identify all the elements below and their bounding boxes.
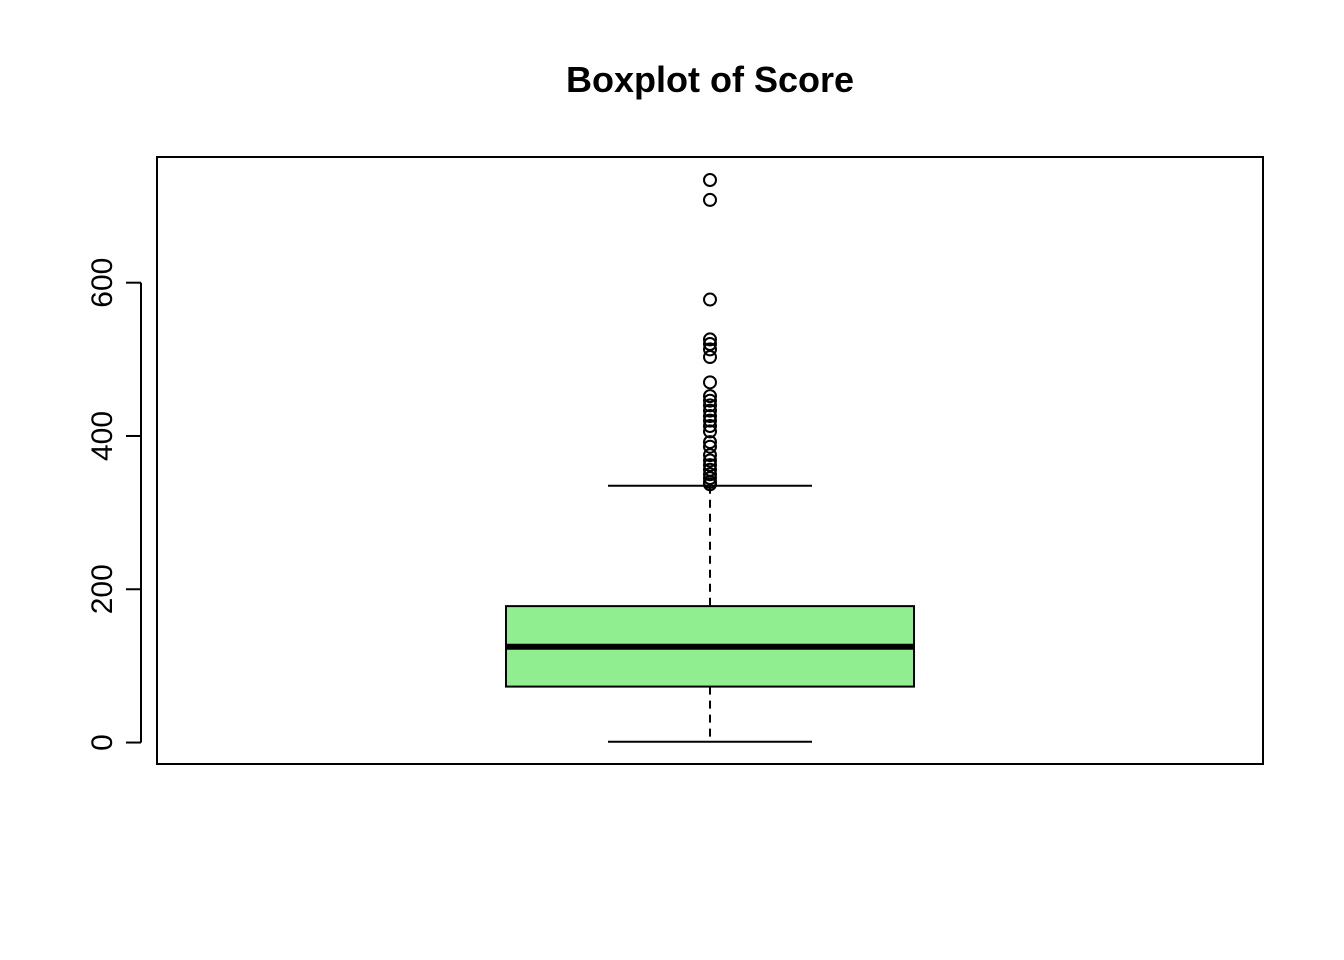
outlier-point <box>703 403 717 418</box>
outlier-point <box>703 393 717 408</box>
y-tick-label: 400 <box>86 411 119 461</box>
outlier-point <box>703 471 717 486</box>
outlier-point <box>703 435 717 450</box>
outlier-point <box>703 453 717 468</box>
outlier-point <box>703 350 717 365</box>
outlier-points <box>703 172 717 492</box>
outlier-point <box>703 332 717 347</box>
outlier-point <box>703 292 717 307</box>
outlier-point <box>703 192 717 207</box>
outlier-point <box>703 439 717 454</box>
box-plot <box>505 484 915 743</box>
y-tick-label: 600 <box>86 258 119 308</box>
outlier-point <box>703 424 717 439</box>
plot-frame <box>156 156 1264 765</box>
outlier-point <box>703 448 717 463</box>
outlier-point <box>703 419 717 434</box>
outlier-point <box>703 342 717 357</box>
outlier-point <box>703 477 717 492</box>
y-tick-label: 200 <box>86 564 119 614</box>
outlier-point <box>703 409 717 424</box>
outlier-point <box>703 375 717 390</box>
outlier-point <box>703 467 717 482</box>
y-axis: 0 200 400 600 <box>86 258 142 751</box>
outlier-point <box>703 172 717 187</box>
chart-title: Boxplot of Score <box>566 59 854 100</box>
y-tick-label: 0 <box>86 734 119 751</box>
outlier-point <box>703 458 717 473</box>
outlier-point <box>703 398 717 413</box>
outlier-point <box>703 413 717 428</box>
outlier-point <box>703 389 717 404</box>
outlier-point <box>703 337 717 352</box>
